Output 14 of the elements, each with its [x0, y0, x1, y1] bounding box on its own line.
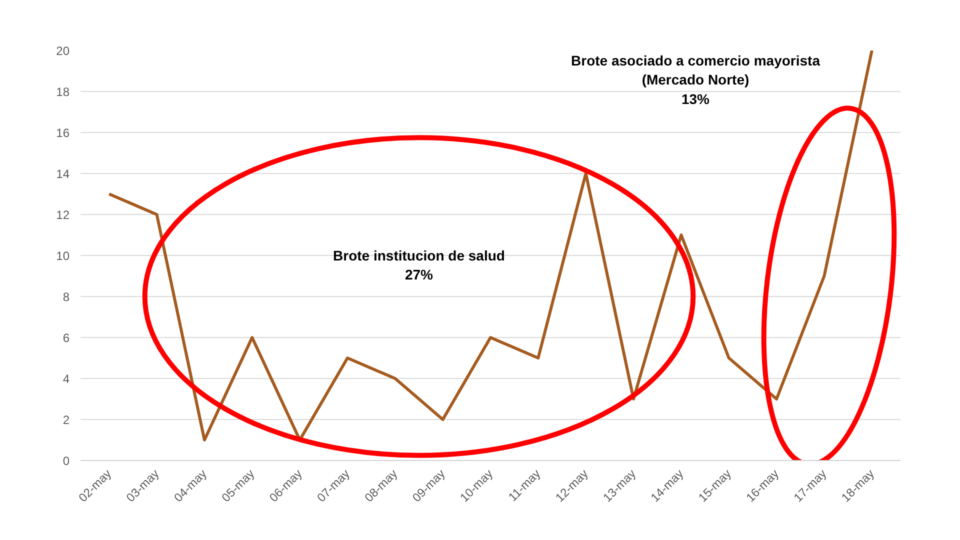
y-tick-label: 0 — [62, 454, 70, 468]
y-tick-label: 18 — [56, 85, 70, 99]
y-tick-label: 16 — [56, 126, 70, 140]
y-tick-label: 6 — [62, 331, 70, 345]
y-tick-label: 12 — [56, 208, 70, 222]
line-series — [108, 50, 874, 442]
y-tick-label: 10 — [56, 249, 70, 263]
y-tick-label: 20 — [56, 44, 70, 58]
y-tick-label: 8 — [62, 290, 70, 304]
y-tick-label: 2 — [62, 413, 70, 427]
y-tick-label: 4 — [62, 372, 70, 386]
y-tick-label: 14 — [56, 167, 70, 181]
annotation: Brote institucion de salud 27% — [333, 247, 505, 282]
annotation: Brote asociado a comercio mayorista (Mercado Norte) 13% — [571, 52, 820, 107]
